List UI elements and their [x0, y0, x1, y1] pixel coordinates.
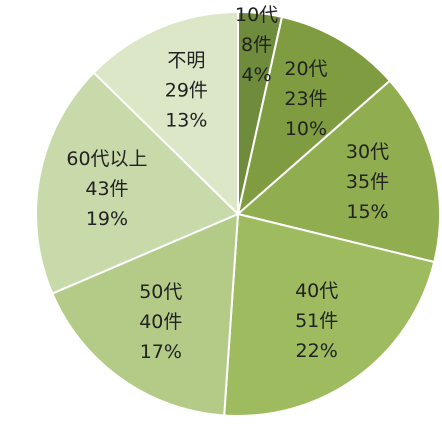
slice-category: 不明	[167, 50, 205, 72]
slice-count: 40件	[139, 311, 182, 333]
slice-count: 43件	[85, 178, 128, 200]
slice-percent: 22%	[296, 340, 338, 362]
pie-slice	[236, 15, 392, 217]
slice-percent: 19%	[86, 208, 128, 230]
slice-category: 60代以上	[66, 148, 147, 170]
slice-percent: 15%	[346, 201, 388, 223]
slice-category: 30代	[346, 141, 389, 163]
slice-count: 51件	[295, 310, 338, 332]
pie-slice	[223, 212, 436, 417]
slice-count: 23件	[284, 88, 327, 110]
pie-slice	[51, 212, 240, 417]
pie-slice	[35, 71, 240, 295]
slice-category: 20代	[284, 58, 327, 80]
slice-category: 40代	[295, 280, 338, 302]
slice-count: 29件	[165, 80, 208, 102]
slice-percent: 13%	[165, 110, 207, 132]
slice-percent: 4%	[242, 64, 272, 86]
pie-slice	[92, 10, 239, 217]
slice-count: 8件	[241, 34, 272, 56]
slice-category: 10代	[235, 4, 278, 26]
slice-count: 35件	[346, 171, 389, 193]
pie-slice	[235, 79, 441, 264]
slice-percent: 10%	[285, 118, 327, 140]
slice-percent: 17%	[140, 341, 182, 363]
slice-category: 50代	[139, 281, 182, 303]
